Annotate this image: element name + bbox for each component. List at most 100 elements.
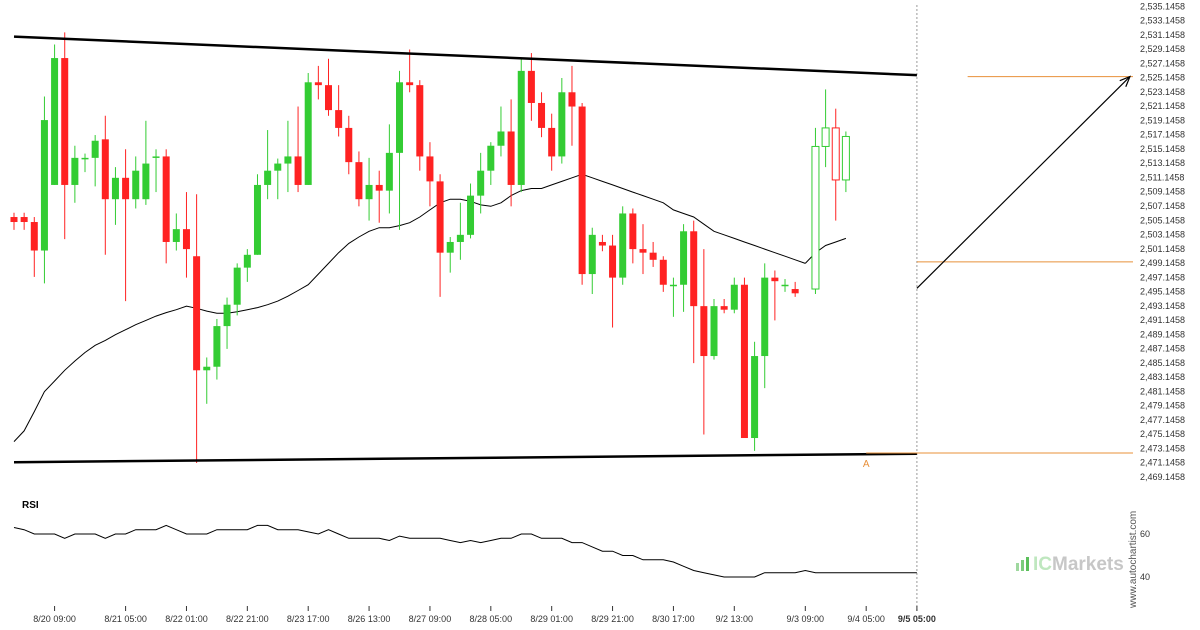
candle	[446, 236, 454, 273]
candle-body	[152, 156, 160, 158]
candle-body	[182, 229, 190, 250]
candle	[649, 241, 657, 267]
projection-candle	[821, 89, 830, 168]
candle-body	[517, 70, 525, 185]
candle-body	[710, 306, 718, 357]
time-tick-label: 9/3 09:00	[787, 614, 825, 624]
candle-body	[233, 267, 241, 305]
candle-body	[396, 82, 404, 153]
resistance-trendline	[13, 35, 917, 77]
candle	[497, 106, 505, 157]
price-tick-label: 2,535.1458	[1140, 1, 1185, 11]
projection-arrow-line	[916, 76, 1131, 289]
candle	[385, 124, 393, 214]
candle	[578, 102, 586, 285]
moving-average-line	[13, 173, 806, 442]
candle-body	[548, 127, 556, 157]
candle	[477, 152, 485, 214]
candle-body	[91, 140, 99, 158]
price-tick-label: 2,487.1458	[1140, 344, 1185, 354]
candle-body	[669, 284, 677, 287]
candle	[142, 120, 150, 205]
price-tick-label: 2,481.1458	[1140, 386, 1185, 396]
candle	[740, 277, 748, 439]
candle-body	[487, 145, 495, 171]
candle-body	[730, 284, 738, 310]
candle	[223, 297, 231, 349]
rsi-panel: RSI 60 40	[13, 500, 1150, 582]
candle-body	[345, 127, 353, 163]
candle-body	[751, 356, 759, 439]
candle-body	[294, 156, 302, 185]
time-tick-label: 9/2 13:00	[716, 614, 754, 624]
candle-body	[841, 135, 850, 181]
projection-candle	[831, 108, 840, 221]
candle-body	[365, 184, 373, 200]
candle-body	[761, 277, 769, 357]
candle	[609, 234, 617, 328]
candle-body	[385, 152, 393, 191]
candle-body	[416, 85, 424, 157]
candle-body	[831, 127, 840, 181]
price-tick-label: 2,525.1458	[1140, 73, 1185, 83]
support-trendline	[13, 452, 917, 464]
candle-body	[680, 231, 688, 285]
candle-body	[619, 213, 627, 278]
candle-body	[568, 92, 576, 107]
candle	[182, 192, 190, 278]
pattern-point-label: A	[863, 459, 870, 470]
candle-body	[203, 366, 211, 371]
time-tick-label: 8/27 09:00	[409, 614, 452, 624]
candle	[81, 153, 89, 173]
candle-body	[335, 110, 343, 128]
price-tick-label: 2,469.1458	[1140, 472, 1185, 482]
candle	[527, 53, 535, 121]
candle-body	[111, 177, 119, 200]
rsi-label: RSI	[22, 500, 39, 511]
candle-body	[375, 184, 383, 191]
projection-candle	[811, 127, 820, 295]
candle	[517, 58, 525, 193]
candle-body	[284, 156, 292, 164]
candles	[10, 32, 850, 463]
candle-body	[30, 222, 38, 251]
candle	[61, 32, 69, 240]
candle	[761, 263, 769, 389]
candle-body	[426, 156, 434, 182]
candle	[568, 65, 576, 146]
candle	[720, 299, 728, 314]
price-tick-label: 2,523.1458	[1140, 87, 1185, 97]
price-tick-label: 2,533.1458	[1140, 16, 1185, 26]
candle-body	[162, 156, 170, 242]
brand-logo-icon	[1016, 557, 1029, 571]
price-tick-label: 2,513.1458	[1140, 158, 1185, 168]
candle	[365, 157, 373, 221]
candle	[396, 70, 404, 230]
candle-body	[406, 82, 414, 86]
price-tick-label: 2,531.1458	[1140, 30, 1185, 40]
price-tick-label: 2,485.1458	[1140, 358, 1185, 368]
candle	[243, 249, 251, 282]
candle-body	[558, 92, 566, 157]
time-tick-label: 8/28 05:00	[470, 614, 513, 624]
candle-body	[71, 157, 79, 185]
price-tick-label: 2,517.1458	[1140, 130, 1185, 140]
candle-body	[10, 217, 18, 223]
candle	[172, 213, 180, 251]
candle-body	[690, 231, 698, 307]
price-tick-label: 2,477.1458	[1140, 415, 1185, 425]
candle	[162, 149, 170, 264]
candle-body	[101, 139, 109, 200]
candle-body	[700, 306, 708, 357]
rsi-tick-label: 60	[1140, 529, 1150, 539]
candle-body	[740, 284, 748, 439]
price-tick-label: 2,501.1458	[1140, 244, 1185, 254]
candle-body	[81, 157, 89, 160]
candle-body	[811, 145, 820, 290]
candle-body	[314, 82, 322, 86]
candle	[659, 256, 667, 292]
candle	[538, 92, 546, 138]
candle	[71, 145, 79, 203]
price-tick-label: 2,529.1458	[1140, 44, 1185, 54]
candle	[730, 277, 738, 314]
